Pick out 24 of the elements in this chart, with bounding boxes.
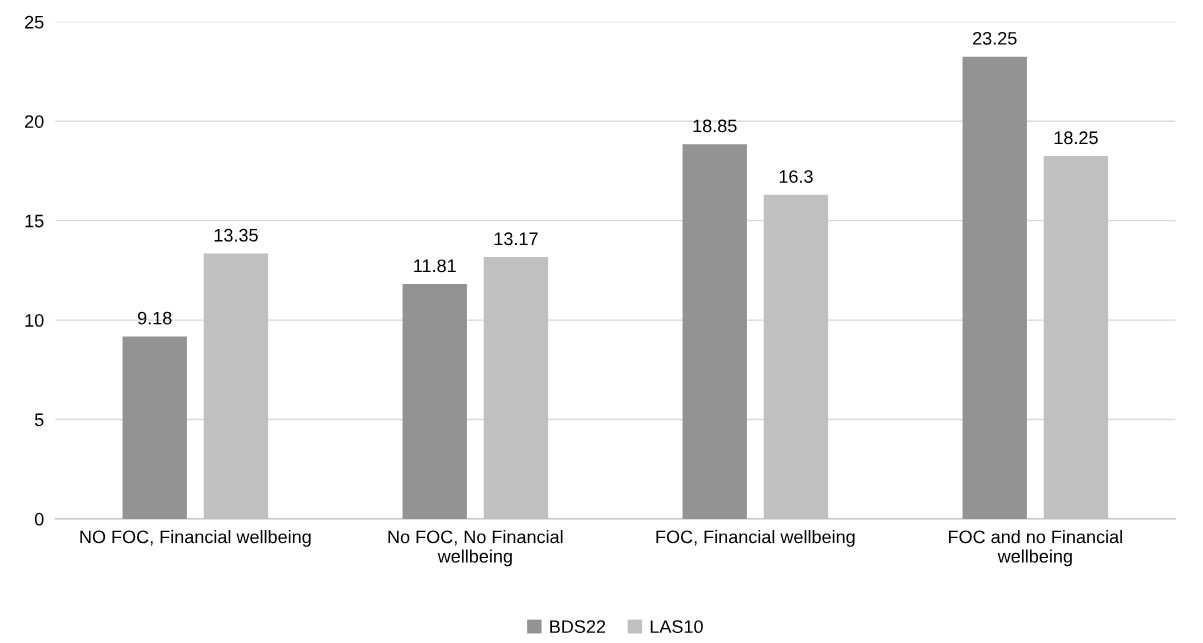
bar (962, 56, 1027, 519)
x-tick-label: NO FOC, Financial wellbeing (80, 530, 311, 547)
y-tick-label: 0 (34, 512, 44, 526)
data-label: 18.85 (693, 119, 737, 133)
y-tick-label: 10 (25, 314, 44, 327)
y-tick-label: 25 (25, 15, 44, 29)
legend-label: LAS10 (650, 620, 703, 634)
data-label: 13.35 (214, 228, 258, 242)
legend-label: BDS22 (550, 620, 606, 634)
x-tick-label: FOC, Financial wellbeing (656, 530, 855, 547)
data-label: 9.18 (138, 311, 172, 325)
x-tick-label: FOC and no Financial wellbeing (949, 530, 1122, 567)
y-tick-label: 5 (34, 413, 44, 427)
bar (402, 284, 467, 519)
x-tick-label: No FOC, No Financial wellbeing (388, 530, 563, 567)
data-label: 16.3 (779, 170, 813, 183)
data-label: 13.17 (494, 232, 538, 246)
bar (122, 336, 187, 519)
data-label: 11.81 (414, 259, 456, 273)
data-label: 18.25 (1054, 131, 1098, 145)
data-label: 23.25 (973, 31, 1017, 45)
bar (682, 144, 747, 519)
y-tick-label: 15 (25, 214, 44, 228)
y-tick-label: 20 (25, 115, 44, 128)
